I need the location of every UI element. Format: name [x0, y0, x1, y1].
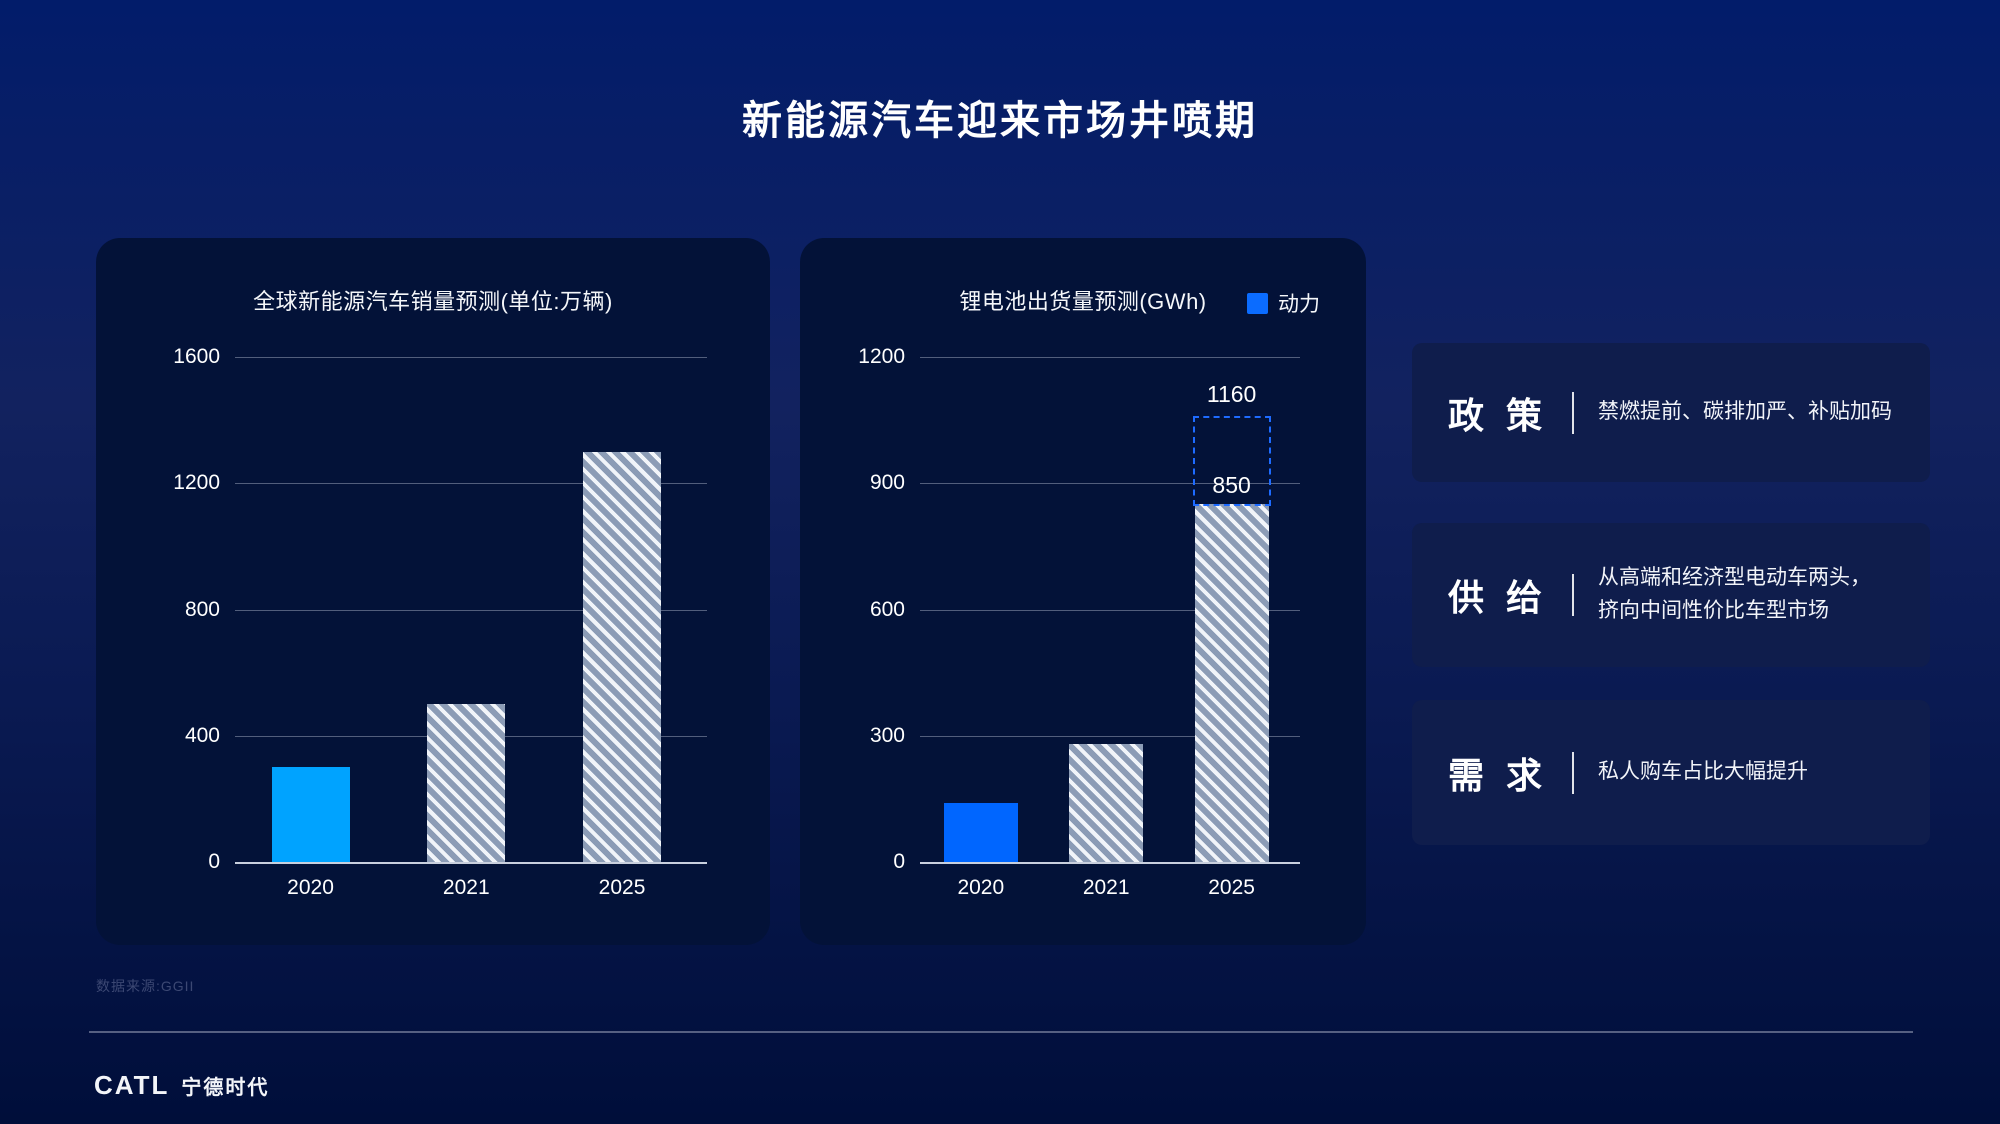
x-axis-tick: 2025	[1208, 876, 1255, 899]
factors-panel: 政 策 禁燃提前、碳排加严、补贴加码 供 给 从高端和经济型电动车两头， 挤向中…	[1412, 343, 1930, 845]
x-axis-line	[235, 862, 707, 864]
factor-policy: 政 策 禁燃提前、碳排加严、补贴加码	[1412, 343, 1930, 482]
battery-shipment-chart-plot: 0 300 600 900 1200 2020 2021 2025 850 1160	[858, 345, 1300, 899]
x-axis-tick: 2021	[442, 876, 490, 899]
y-axis-tick: 400	[184, 723, 220, 747]
bar-value-label: 850	[1212, 472, 1251, 499]
catl-logo: CATL 宁德时代	[94, 1070, 269, 1101]
catl-logo-en: CATL	[94, 1070, 170, 1100]
x-axis-tick: 2025	[598, 876, 646, 899]
x-axis-tick: 2020	[957, 876, 1005, 899]
factor-supply-line: 从高端和经济型电动车两头，	[1598, 566, 1872, 590]
bar-2025	[583, 451, 662, 862]
y-axis-tick: 1200	[173, 471, 220, 495]
ev-sales-chart-title: 全球新能源汽车销量预测(单位:万辆)	[253, 289, 613, 314]
factor-supply-heading: 供 给	[1448, 577, 1549, 618]
factor-demand-line: 私人购车占比大幅提升	[1598, 760, 1809, 784]
y-axis-tick: 600	[869, 597, 905, 621]
legend: 动力	[1247, 288, 1320, 318]
factor-policy-line: 禁燃提前、碳排加严、补贴加码	[1598, 400, 1893, 424]
y-axis-tick: 0	[208, 850, 220, 873]
battery-shipment-chart-title: 锂电池出货量预测(GWh)	[959, 289, 1207, 314]
battery-shipment-chart-card: 锂电池出货量预测(GWh) 动力 0 300 600 900 1200 2020 2021 2…	[800, 238, 1366, 945]
gridline	[235, 357, 707, 358]
gridline	[235, 609, 707, 611]
factor-supply-desc: 从高端和经济型电动车两头， 挤向中间性价比车型市场	[1598, 562, 1871, 627]
projection-dashed-box	[1192, 415, 1271, 507]
vertical-divider	[1572, 751, 1575, 794]
legend-swatch-icon	[1247, 292, 1268, 314]
factor-policy-desc: 禁燃提前、碳排加严、补贴加码	[1598, 396, 1892, 429]
factor-supply-line: 挤向中间性价比车型市场	[1598, 599, 1830, 622]
bar-2020	[271, 767, 350, 862]
x-axis-tick: 2020	[287, 876, 334, 899]
bar-2020	[943, 803, 1018, 862]
bar-2021	[1069, 744, 1144, 862]
vertical-divider	[1572, 391, 1575, 434]
gridline	[920, 357, 1300, 358]
bar-2021	[427, 704, 506, 862]
factor-demand-heading: 需 求	[1448, 754, 1549, 796]
projection-value-label: 1160	[1206, 380, 1257, 407]
vertical-divider	[1572, 574, 1575, 616]
factor-supply: 供 给 从高端和经济型电动车两头， 挤向中间性价比车型市场	[1412, 523, 1930, 667]
factor-demand: 需 求 私人购车占比大幅提升	[1412, 700, 1930, 845]
y-axis-tick: 0	[893, 850, 905, 873]
legend-label: 动力	[1278, 293, 1320, 316]
x-axis-line	[920, 862, 1300, 864]
gridline	[920, 609, 1300, 611]
y-axis-tick: 1600	[173, 345, 220, 368]
page-title: 新能源汽车迎来市场井喷期	[742, 99, 1258, 143]
y-axis-tick: 300	[869, 723, 905, 747]
factor-policy-heading: 政 策	[1448, 394, 1549, 436]
y-axis-tick: 1200	[858, 345, 905, 368]
data-source: 数据来源:GGII	[96, 978, 195, 994]
gridline	[235, 483, 707, 485]
y-axis-tick: 900	[869, 471, 905, 495]
ev-sales-chart-card: 全球新能源汽车销量预测(单位:万辆) 0 400 800 1200 1600 2020 20…	[96, 238, 770, 945]
x-axis-tick: 2021	[1082, 876, 1130, 899]
gridline	[920, 735, 1300, 737]
gridline	[920, 483, 1300, 485]
bar-2025	[1194, 504, 1269, 862]
ev-sales-chart-plot: 0 400 800 1200 1600 2020 2021 2025	[173, 345, 707, 899]
footer-divider	[89, 1031, 1913, 1033]
catl-logo-cn: 宁德时代	[181, 1077, 270, 1099]
factor-demand-desc: 私人购车占比大幅提升	[1598, 756, 1808, 789]
y-axis-tick: 800	[184, 597, 220, 621]
